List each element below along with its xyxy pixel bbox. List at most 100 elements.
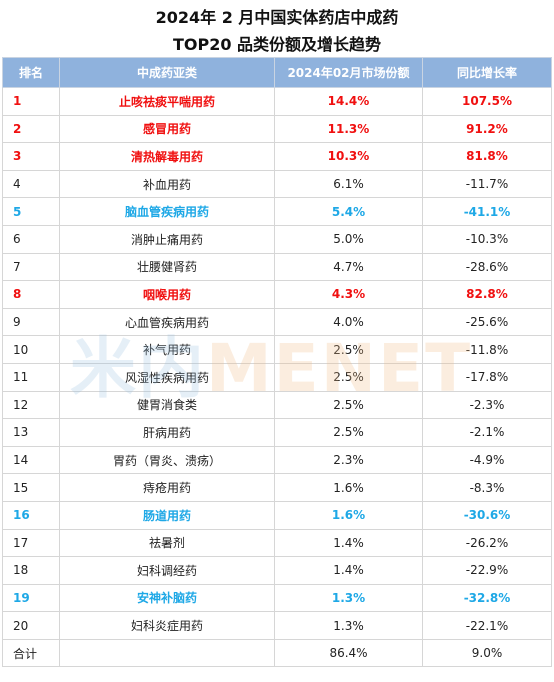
cell-category: 补气用药 — [59, 335, 275, 364]
cell-category: 妇科调经药 — [59, 556, 275, 585]
cell-category: 痔疮用药 — [59, 473, 275, 502]
title-line-2: TOP20 品类份额及增长趋势 — [172, 35, 382, 54]
cell-share: 4.7% — [274, 252, 423, 282]
table-total-row: 合计 86.4% 9.0% — [2, 638, 552, 668]
table-row: 19 安神补脑药 1.3% -32.8% — [2, 583, 552, 613]
cell-rank: 4 — [2, 169, 60, 199]
cell-share: 1.3% — [274, 611, 423, 640]
header-category: 中成药亚类 — [59, 57, 275, 88]
cell-growth: 91.2% — [422, 114, 552, 144]
cell-share: 2.5% — [274, 418, 423, 447]
cell-category: 咽喉用药 — [59, 280, 275, 309]
cell-growth: -30.6% — [422, 500, 552, 530]
cell-category: 心血管疾病用药 — [59, 307, 275, 337]
cell-category: 清热解毒用药 — [59, 142, 275, 171]
total-category — [59, 638, 275, 668]
cell-category: 风湿性疾病用药 — [59, 362, 275, 392]
table-body: 1 止咳祛痰平喘用药 14.4% 107.5% 2 感冒用药 11.3% 91.2% 3 清热解毒… — [2, 87, 552, 668]
cell-rank: 9 — [2, 307, 60, 337]
cell-share: 2.5% — [274, 335, 423, 364]
ranking-table: 排名 中成药亚类 2024年02月市场份额 同比增长率 1 止咳祛痰平喘用药 14.… — [2, 57, 552, 668]
cell-rank: 8 — [2, 280, 60, 309]
cell-growth: -22.9% — [422, 556, 552, 585]
cell-growth: 107.5% — [422, 87, 552, 116]
cell-growth: -41.1% — [422, 197, 552, 226]
cell-share: 1.3% — [274, 583, 423, 613]
table-row: 13 肝病用药 2.5% -2.1% — [2, 418, 552, 447]
header-rank: 排名 — [2, 57, 60, 88]
cell-rank: 14 — [2, 445, 60, 475]
cell-category: 补血用药 — [59, 169, 275, 199]
table-row: 15 痔疮用药 1.6% -8.3% — [2, 473, 552, 502]
table-row: 2 感冒用药 11.3% 91.2% — [2, 114, 552, 144]
cell-share: 11.3% — [274, 114, 423, 144]
table-row: 1 止咳祛痰平喘用药 14.4% 107.5% — [2, 87, 552, 116]
cell-share: 2.5% — [274, 390, 423, 420]
cell-rank: 1 — [2, 87, 60, 116]
table-row: 8 咽喉用药 4.3% 82.8% — [2, 280, 552, 309]
cell-rank: 15 — [2, 473, 60, 502]
cell-growth: -11.7% — [422, 169, 552, 199]
cell-rank: 16 — [2, 500, 60, 530]
cell-category: 脑血管疾病用药 — [59, 197, 275, 226]
header-growth: 同比增长率 — [422, 57, 552, 88]
cell-category: 胃药（胃炎、溃疡） — [59, 445, 275, 475]
table-row: 6 消肿止痛用药 5.0% -10.3% — [2, 224, 552, 254]
cell-category: 止咳祛痰平喘用药 — [59, 87, 275, 116]
total-share: 86.4% — [274, 638, 423, 668]
cell-growth: -10.3% — [422, 224, 552, 254]
cell-share: 5.4% — [274, 197, 423, 226]
cell-growth: -2.1% — [422, 418, 552, 447]
cell-category: 安神补脑药 — [59, 583, 275, 613]
cell-rank: 12 — [2, 390, 60, 420]
cell-rank: 3 — [2, 142, 60, 171]
cell-share: 2.3% — [274, 445, 423, 475]
table-row: 11 风湿性疾病用药 2.5% -17.8% — [2, 362, 552, 392]
table-row: 10 补气用药 2.5% -11.8% — [2, 335, 552, 364]
cell-rank: 17 — [2, 528, 60, 558]
cell-share: 6.1% — [274, 169, 423, 199]
cell-category: 祛暑剂 — [59, 528, 275, 558]
cell-category: 感冒用药 — [59, 114, 275, 144]
cell-category: 壮腰健肾药 — [59, 252, 275, 282]
total-label: 合计 — [2, 638, 60, 668]
cell-rank: 7 — [2, 252, 60, 282]
table-row: 14 胃药（胃炎、溃疡） 2.3% -4.9% — [2, 445, 552, 475]
table-row: 3 清热解毒用药 10.3% 81.8% — [2, 142, 552, 171]
cell-share: 10.3% — [274, 142, 423, 171]
cell-category: 肠道用药 — [59, 500, 275, 530]
table-row: 4 补血用药 6.1% -11.7% — [2, 169, 552, 199]
cell-growth: -4.9% — [422, 445, 552, 475]
cell-rank: 13 — [2, 418, 60, 447]
table-header-row: 排名 中成药亚类 2024年02月市场份额 同比增长率 — [2, 57, 552, 88]
cell-growth: -22.1% — [422, 611, 552, 640]
cell-growth: 82.8% — [422, 280, 552, 309]
cell-rank: 19 — [2, 583, 60, 613]
table-row: 20 妇科炎症用药 1.3% -22.1% — [2, 611, 552, 640]
cell-rank: 10 — [2, 335, 60, 364]
cell-category: 健胃消食类 — [59, 390, 275, 420]
table-row: 12 健胃消食类 2.5% -2.3% — [2, 390, 552, 420]
cell-share: 2.5% — [274, 362, 423, 392]
cell-rank: 6 — [2, 224, 60, 254]
table-row: 18 妇科调经药 1.4% -22.9% — [2, 556, 552, 585]
cell-share: 14.4% — [274, 87, 423, 116]
cell-rank: 2 — [2, 114, 60, 144]
cell-growth: -8.3% — [422, 473, 552, 502]
table-row: 17 祛暑剂 1.4% -26.2% — [2, 528, 552, 558]
table-row: 9 心血管疾病用药 4.0% -25.6% — [2, 307, 552, 337]
cell-growth: -26.2% — [422, 528, 552, 558]
cell-share: 5.0% — [274, 224, 423, 254]
cell-growth: -11.8% — [422, 335, 552, 364]
cell-share: 4.0% — [274, 307, 423, 337]
cell-growth: -17.8% — [422, 362, 552, 392]
cell-growth: -25.6% — [422, 307, 552, 337]
total-growth: 9.0% — [422, 638, 552, 668]
cell-rank: 11 — [2, 362, 60, 392]
table-row: 7 壮腰健肾药 4.7% -28.6% — [2, 252, 552, 282]
cell-growth: 81.8% — [422, 142, 552, 171]
cell-share: 1.4% — [274, 528, 423, 558]
title-line-1: 2024年 2 月中国实体药店中成药 — [155, 8, 399, 27]
cell-share: 1.6% — [274, 500, 423, 530]
cell-rank: 18 — [2, 556, 60, 585]
